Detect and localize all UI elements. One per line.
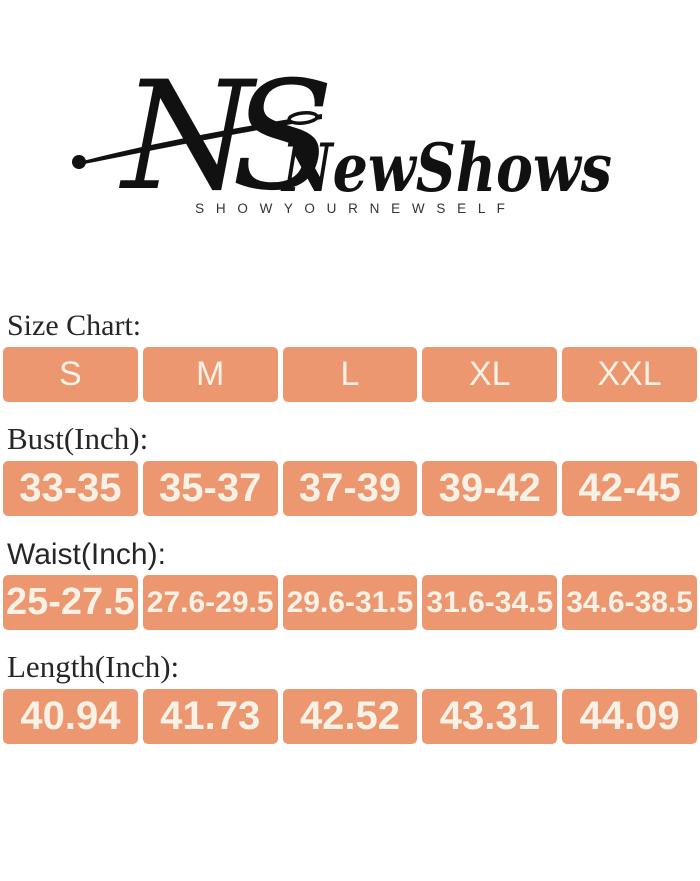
length-label: Length(Inch): xyxy=(7,649,180,684)
length-cell: 42.52 xyxy=(282,689,418,744)
bust-cell: 37-39 xyxy=(282,461,418,516)
brand-logo: NS NewShows S H O W Y O U R N E W S E L … xyxy=(72,58,612,224)
size-chart-sheet: NS NewShows S H O W Y O U R N E W S E L … xyxy=(0,58,700,881)
bust-cell: 33-35 xyxy=(3,461,138,516)
size-cell-l: L xyxy=(282,347,418,402)
waist-row: 25-27.5 27.6-29.5 29.6-31.5 31.6-34.5 34… xyxy=(0,575,700,630)
size-cell-s: S xyxy=(3,347,138,402)
size-row: S M L XL XXL xyxy=(0,347,700,402)
brand-monogram: NS xyxy=(119,58,328,224)
length-cell: 44.09 xyxy=(562,689,697,744)
length-cell: 43.31 xyxy=(422,689,558,744)
waist-label: Waist(Inch): xyxy=(7,538,166,571)
length-cell: 41.73 xyxy=(142,689,278,744)
bust-cell: 42-45 xyxy=(562,461,697,516)
size-cell-xxl: XXL xyxy=(562,347,697,402)
brand-name: NewShows xyxy=(280,129,612,207)
needle-icon xyxy=(72,111,322,169)
brand-tagline: S H O W Y O U R N E W S E L F xyxy=(195,201,509,216)
bust-row: 33-35 35-37 37-39 39-42 42-45 xyxy=(0,461,700,516)
size-cell-xl: XL xyxy=(422,347,558,402)
waist-cell: 29.6-31.5 xyxy=(282,575,418,630)
waist-cell: 31.6-34.5 xyxy=(422,575,558,630)
bust-cell: 35-37 xyxy=(142,461,278,516)
length-row: 40.94 41.73 42.52 43.31 44.09 xyxy=(0,689,700,744)
waist-cell: 25-27.5 xyxy=(3,575,138,630)
waist-cell: 27.6-29.5 xyxy=(142,575,278,630)
bust-label: Bust(Inch): xyxy=(7,421,149,456)
size-cell-m: M xyxy=(142,347,278,402)
waist-cell: 34.6-38.5 xyxy=(562,575,697,630)
length-cell: 40.94 xyxy=(3,689,138,744)
bust-cell: 39-42 xyxy=(422,461,558,516)
size-chart-title: Size Chart: xyxy=(7,309,142,342)
